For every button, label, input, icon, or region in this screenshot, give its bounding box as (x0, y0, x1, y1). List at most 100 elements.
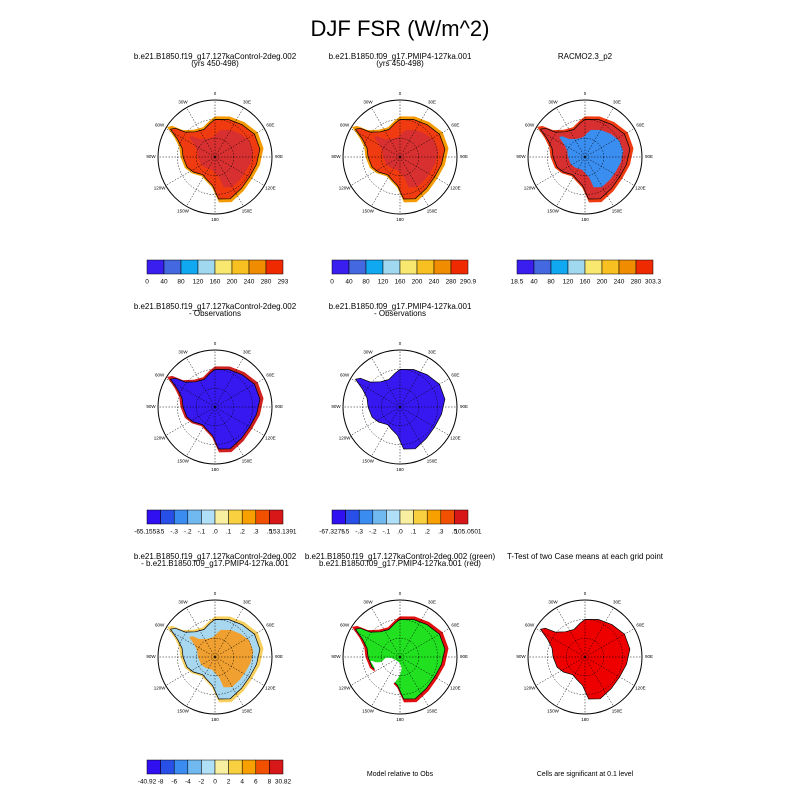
panel-title: RACMO2.3_p2 (558, 52, 613, 61)
panel-title: (yrs 450-498) (376, 59, 424, 68)
meridian (399, 656, 450, 686)
longitude-label: 120W (339, 186, 352, 191)
colorbar-box (618, 259, 637, 275)
longitude-label: 150E (427, 459, 438, 464)
colorbar-box (231, 259, 250, 275)
meridian (186, 406, 216, 457)
longitude-label: 30E (428, 100, 436, 105)
colorbar-box (516, 259, 535, 275)
longitude-label: 0 (214, 341, 217, 346)
colorbar-label: 2 (227, 779, 231, 786)
longitude-label: 30W (178, 600, 188, 605)
longitude-label: 120E (450, 436, 461, 441)
meridian (165, 378, 216, 408)
longitude-label: 60E (451, 123, 459, 128)
meridian (399, 656, 429, 707)
colorbar-label: -.1 (383, 529, 391, 536)
longitude-label: 150E (612, 709, 623, 714)
panel-title: b.e21.B1850.f19_g17.127kaControl-2deg.00… (305, 552, 496, 561)
meridian (584, 656, 614, 707)
longitude-label: 150W (177, 209, 190, 214)
longitude-label: 90E (645, 154, 653, 159)
longitude-label: 90W (516, 154, 526, 159)
longitude-label: 150E (427, 209, 438, 214)
colorbar-label: 0 (213, 779, 217, 786)
colorbar-label: 200 (227, 279, 238, 286)
longitude-label: 30W (178, 100, 188, 105)
longitude-label: 120W (339, 686, 352, 691)
meridian (186, 357, 216, 408)
colorbar-label: 160 (210, 279, 221, 286)
colorbar-label: 200 (597, 279, 608, 286)
meridian (556, 607, 586, 658)
meridian (556, 156, 586, 207)
colorbar-label: -67.3275 (319, 529, 345, 536)
meridian (399, 406, 429, 457)
longitude-label: 90E (460, 654, 468, 659)
meridian (584, 607, 614, 658)
longitude-label: 90E (275, 654, 283, 659)
longitude-label: 60W (525, 623, 535, 628)
longitude-label: 180 (211, 467, 219, 472)
panel-title: T-Test of two Case means at each grid po… (507, 552, 664, 561)
longitude-label: 150W (362, 459, 375, 464)
colorbar-label: .3 (438, 529, 444, 536)
colorbar-box (214, 259, 233, 275)
region-interior (189, 629, 254, 688)
colorbar-box (146, 259, 165, 275)
longitude-label: 30W (363, 100, 373, 105)
meridian (535, 628, 586, 658)
meridian (584, 128, 635, 158)
longitude-label: 90W (146, 154, 156, 159)
longitude-label: 30E (243, 100, 251, 105)
polar-map (157, 99, 273, 215)
colorbar-label: 0 (145, 279, 149, 286)
region-interior (189, 379, 254, 438)
longitude-label: 30W (363, 600, 373, 605)
parallel (177, 369, 253, 445)
longitude-label: 0 (399, 91, 402, 96)
polar-map (157, 599, 273, 715)
colorbar-label: 290.9 (460, 279, 477, 286)
colorbar-label: 160 (580, 279, 591, 286)
meridian (214, 607, 244, 658)
meridian (214, 378, 265, 408)
meridian (371, 107, 401, 158)
colorbar-label: -8 (158, 779, 164, 786)
longitude-label: 120W (524, 186, 537, 191)
longitude-label: 60W (340, 123, 350, 128)
meridian (399, 607, 429, 658)
longitude-label: 90E (275, 154, 283, 159)
colorbar-label: 18.5 (511, 279, 524, 286)
meridian (399, 378, 450, 408)
colorbar-box (228, 759, 243, 775)
colorbar-box (454, 509, 469, 525)
panel-caption: Model relative to Obs (367, 771, 434, 778)
longitude-label: 120W (154, 686, 167, 691)
colorbar-box (180, 259, 199, 275)
colorbar-label: 303.3 (645, 279, 662, 286)
meridian (399, 406, 450, 436)
meridian (399, 156, 429, 207)
region-interior (559, 129, 624, 188)
longitude-label: 150E (612, 209, 623, 214)
region-interior (189, 129, 254, 188)
colorbar-box (372, 509, 387, 525)
colorbar-box (426, 509, 442, 525)
colorbar-box (146, 759, 161, 775)
longitude-label: 90W (146, 654, 156, 659)
colorbar-box (584, 259, 603, 275)
region-patch (370, 657, 402, 686)
colorbar-label: .2 (424, 529, 430, 536)
colorbar-box (265, 259, 284, 275)
longitude-label: 90E (460, 404, 468, 409)
meridian (350, 156, 401, 186)
meridian (371, 406, 401, 457)
colorbar-label: 280 (446, 279, 457, 286)
colorbar-label: 40 (345, 279, 353, 286)
longitude-label: 150W (547, 209, 560, 214)
meridian (371, 156, 401, 207)
meridian (214, 156, 244, 207)
meridian (535, 156, 586, 186)
